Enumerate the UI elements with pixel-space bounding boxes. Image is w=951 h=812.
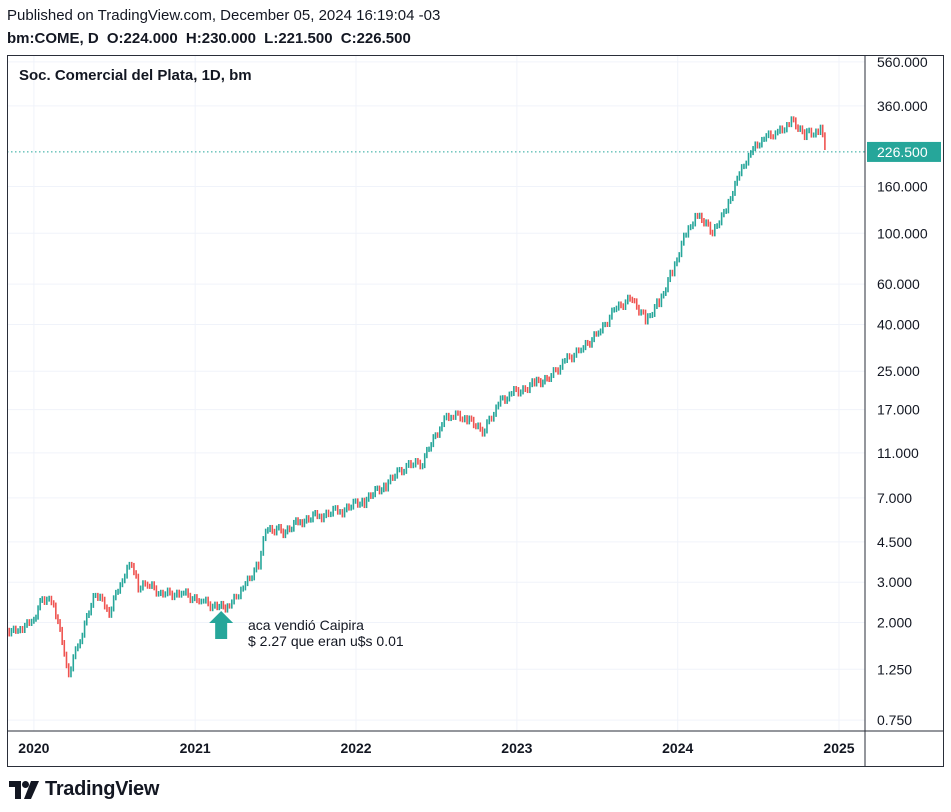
open-label: O: xyxy=(106,30,124,47)
y-tick-label: 11.000 xyxy=(877,445,919,461)
last-price-tag xyxy=(867,141,941,162)
y-tick-label: 7.000 xyxy=(877,490,912,506)
x-tick-label: 2025 xyxy=(823,740,854,756)
ohlc-line: bm:COME, D O:224.000 H:230.000 L:221.500… xyxy=(7,30,411,47)
close-value: 226.500 xyxy=(356,30,411,47)
chart-frame xyxy=(7,55,944,767)
last-price-label: 226.500 xyxy=(877,144,928,160)
high-value: 230.000 xyxy=(201,30,256,47)
y-tick-label: 17.000 xyxy=(877,402,920,418)
low-label: L: xyxy=(264,30,279,47)
chart-annotation: aca vendió Caipira $ 2.27 que eran u$s 0… xyxy=(248,617,404,649)
y-tick-label: 360.000 xyxy=(877,98,928,114)
low-value: 221.500 xyxy=(278,30,333,47)
annotation-line-1: aca vendió Caipira xyxy=(248,617,364,633)
high-label: H: xyxy=(185,30,202,47)
tradingview-brand[interactable]: TradingView xyxy=(9,778,159,801)
published-line: Published on TradingView.com, December 0… xyxy=(7,7,441,24)
tradingview-logo-icon xyxy=(9,780,39,799)
y-tick-label: 4.500 xyxy=(877,534,912,550)
y-tick-label: 25.000 xyxy=(877,363,920,379)
price-chart[interactable]: 560.000 360.000 160.000 100.000 60.000 40.000… xyxy=(7,55,944,767)
open-value: 224.000 xyxy=(123,30,178,47)
x-tick-label: 2021 xyxy=(180,740,211,756)
symbol-label: bm:COME, D xyxy=(7,30,99,47)
annotation-line-2: $ 2.27 que eran u$s 0.01 xyxy=(248,633,404,649)
y-tick-label: 560.000 xyxy=(877,55,928,70)
brand-name: TradingView xyxy=(45,778,160,800)
y-tick-label: 0.750 xyxy=(877,712,912,728)
y-tick-label: 2.000 xyxy=(877,615,912,631)
x-tick-label: 2024 xyxy=(662,740,693,756)
y-tick-label: 100.000 xyxy=(877,225,928,241)
x-tick-label: 2022 xyxy=(340,740,371,756)
annotation-arrow-icon xyxy=(209,611,234,640)
y-tick-label: 3.000 xyxy=(877,574,912,590)
x-tick-label: 2020 xyxy=(18,740,49,756)
chart-title: Soc. Comercial del Plata, 1D, bm xyxy=(19,67,252,84)
x-tick-label: 2023 xyxy=(501,740,532,756)
y-tick-label: 160.000 xyxy=(877,179,928,195)
y-tick-label: 40.000 xyxy=(877,316,920,332)
close-label: C: xyxy=(340,30,357,47)
y-tick-label: 1.250 xyxy=(877,661,912,677)
y-tick-label: 60.000 xyxy=(877,276,920,292)
